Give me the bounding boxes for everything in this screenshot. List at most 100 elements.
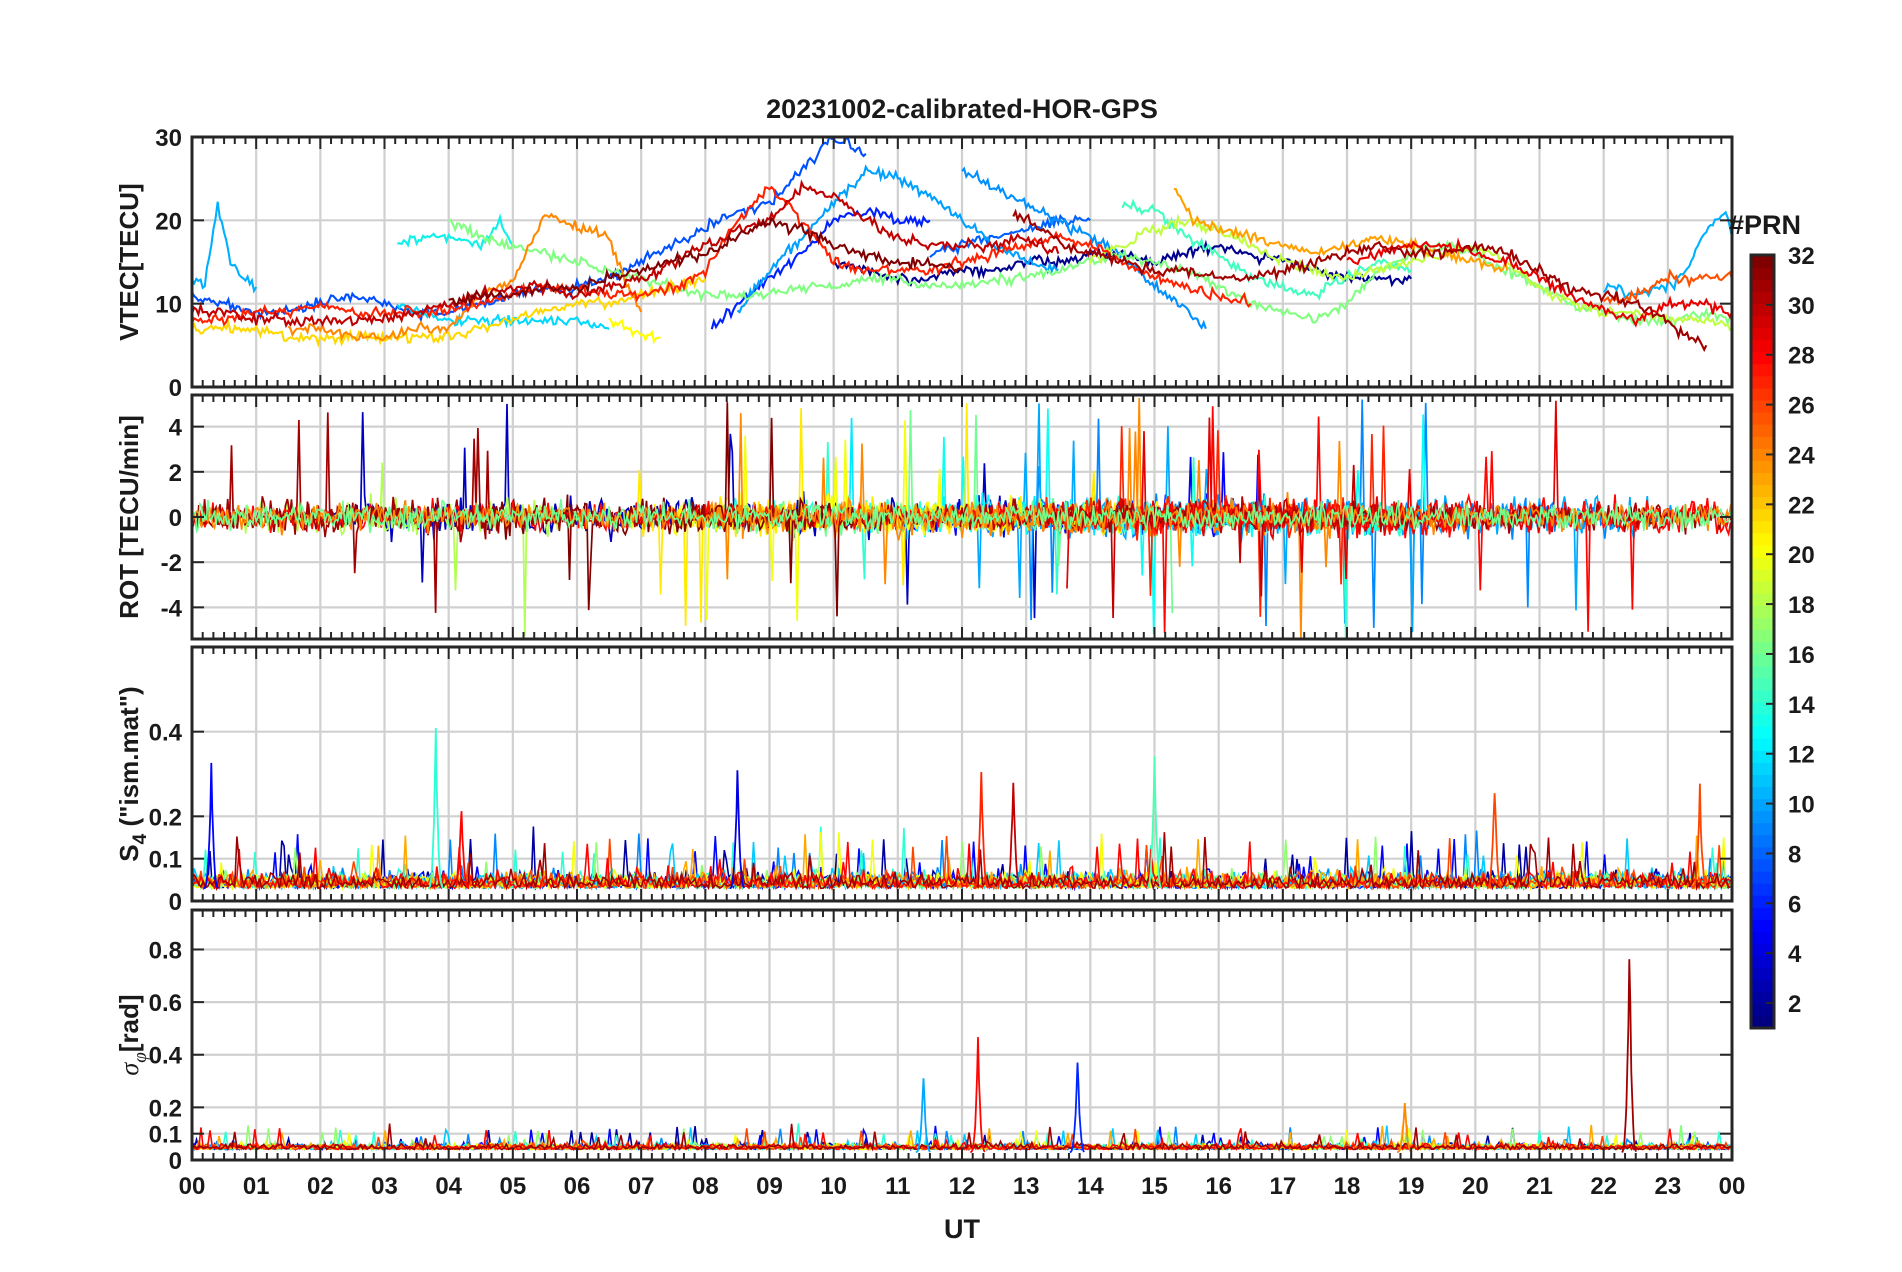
- y-tick-label: 0: [169, 375, 182, 402]
- y-tick-label: 4: [169, 415, 183, 442]
- colorbar-segment: [1751, 291, 1774, 304]
- colorbar-segment: [1751, 931, 1774, 945]
- s4-peak-3: [729, 770, 745, 890]
- y-tick-label: 0.4: [149, 720, 183, 747]
- colorbar-frame: [1749, 253, 1776, 1030]
- x-tick-label: 21: [1526, 1173, 1553, 1200]
- colorbar-segment: [1751, 363, 1774, 377]
- s4-peak-6: [1146, 756, 1163, 890]
- colorbar-segment: [1751, 605, 1774, 618]
- colorbar-segment: [1751, 520, 1774, 534]
- colorbar-segment: [1751, 641, 1774, 655]
- vtec-series-prn-24: [287, 212, 643, 342]
- colorbar-segment: [1751, 786, 1774, 800]
- x-tick-label: 19: [1398, 1173, 1425, 1200]
- x-tick-label: 17: [1269, 1173, 1296, 1200]
- colorbar-segment: [1751, 279, 1774, 292]
- y-tick-label: -4: [161, 595, 183, 622]
- x-tick-label: 15: [1141, 1173, 1168, 1200]
- colorbar-segment: [1751, 979, 1774, 993]
- colorbar-segment: [1751, 822, 1774, 836]
- colorbar-label: #PRN: [1729, 210, 1801, 240]
- colorbar-segment: [1751, 375, 1774, 389]
- colorbar-segment: [1751, 544, 1774, 558]
- colorbar-segment: [1751, 701, 1774, 715]
- colorbar-tick-label: 12: [1788, 742, 1815, 769]
- y-tick-label: 0.4: [149, 1043, 183, 1070]
- colorbar-segment: [1751, 532, 1774, 546]
- colorbar-segment: [1751, 569, 1774, 582]
- rot-band-prn-16: [192, 498, 1732, 534]
- colorbar-segment: [1751, 798, 1774, 812]
- x-tick-label: 16: [1205, 1173, 1232, 1200]
- colorbar-segment: [1751, 991, 1774, 1005]
- colorbar-segment: [1751, 460, 1774, 474]
- panel-rot-ylabel: ROT [TECU/min]: [114, 415, 144, 619]
- vtec-series-prn-28: [192, 185, 1252, 327]
- y-tick-label: 0.8: [149, 937, 182, 964]
- colorbar-segment: [1751, 810, 1774, 824]
- x-tick-label: 03: [371, 1173, 398, 1200]
- colorbar-segment: [1751, 424, 1774, 437]
- x-tick-label: 05: [499, 1173, 526, 1200]
- colorbar-segment: [1751, 448, 1774, 461]
- vtec-series-prn-6: [929, 213, 1091, 258]
- colorbar-segment: [1751, 870, 1774, 884]
- data-layer: [192, 137, 1732, 1153]
- colorbar-tick-label: 22: [1788, 492, 1815, 519]
- colorbar-segment: [1751, 726, 1774, 739]
- vtec-series-prn-30: [192, 179, 1060, 329]
- y-tick-label: 30: [155, 125, 182, 152]
- y-tick-label: 0: [169, 889, 182, 916]
- vtec-series-prn-14: [1121, 198, 1412, 301]
- panel-s4-ylabel: S4 ("ism.mat"): [114, 686, 151, 861]
- colorbar-segment: [1751, 653, 1774, 667]
- y-tick-label: 0.1: [149, 1122, 182, 1149]
- colorbar-segment: [1751, 617, 1774, 631]
- colorbar-segment: [1751, 846, 1774, 860]
- vtec-series-prn-21: [192, 274, 707, 348]
- colorbar-segment: [1751, 581, 1774, 594]
- colorbar-segment: [1751, 593, 1774, 606]
- y-tick-label: 20: [155, 208, 182, 235]
- x-tick-label: 22: [1590, 1173, 1617, 1200]
- vtec-series-prn-29: [1346, 237, 1732, 328]
- sigma_phi-series-prn-28: [192, 1127, 1732, 1152]
- y-tick-label: 2: [169, 460, 182, 487]
- colorbar-segment: [1751, 967, 1774, 981]
- panel-rot-data: [192, 397, 1732, 639]
- y-tick-label: 0.6: [149, 990, 182, 1017]
- sigma_phi-peak-1: [1069, 1062, 1085, 1153]
- colorbar-segment: [1751, 387, 1774, 401]
- vtec-series-prn-23: [1173, 187, 1509, 273]
- colorbar-segment: [1751, 629, 1774, 643]
- colorbar-segment: [1751, 351, 1774, 365]
- y-tick-label: 0.2: [149, 804, 182, 831]
- colorbar-tick-label: 4: [1788, 941, 1802, 968]
- colorbar-segment: [1751, 496, 1774, 510]
- sigma_phi-peak-3: [915, 1078, 931, 1153]
- axes-frames: [190, 135, 1734, 1162]
- sigma_phi-peak-4: [1396, 1103, 1413, 1153]
- colorbar-segment: [1751, 738, 1774, 751]
- colorbar-segment: [1751, 955, 1774, 969]
- x-tick-label: 00: [179, 1173, 206, 1200]
- colorbar-tick-label: 14: [1788, 692, 1815, 719]
- x-tick-label: 06: [564, 1173, 591, 1200]
- x-tick-label: 08: [692, 1173, 719, 1200]
- x-tick-label: 20: [1462, 1173, 1489, 1200]
- colorbar-tick-label: 16: [1788, 642, 1815, 669]
- colorbar-segment: [1751, 689, 1774, 703]
- x-axis-label: UT: [944, 1214, 980, 1244]
- colorbar-segment: [1751, 412, 1774, 425]
- s4-peak-4: [973, 771, 989, 890]
- colorbar-segment: [1751, 484, 1774, 498]
- vtec-series-prn-8: [961, 166, 1207, 330]
- s4-series-prn-31: [192, 832, 1731, 892]
- y-tick-label: 10: [155, 292, 182, 319]
- x-tick-label: 12: [949, 1173, 976, 1200]
- vtec-series-prn-9: [736, 164, 1059, 314]
- x-tick-label: 00: [1719, 1173, 1746, 1200]
- chart-title: 20231002-calibrated-HOR-GPS: [766, 94, 1158, 124]
- colorbar-tick-label: 10: [1788, 792, 1815, 819]
